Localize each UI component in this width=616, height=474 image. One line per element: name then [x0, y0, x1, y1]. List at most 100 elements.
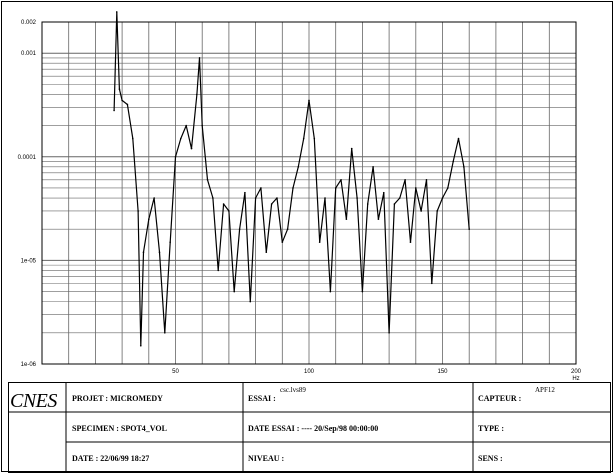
psd-data-point: [217, 269, 220, 272]
capteur-value: APF12: [535, 386, 555, 394]
psd-data-point: [174, 155, 177, 158]
psd-data-point: [436, 210, 438, 212]
psd-data-point: [468, 228, 471, 231]
psd-data-point: [340, 178, 342, 181]
psd-data-point: [153, 197, 155, 199]
psd-data-point: [281, 241, 284, 243]
axes: [41, 21, 577, 365]
psd-data-point: [118, 88, 121, 90]
psd-data-point: [249, 300, 252, 303]
psd-data-point: [169, 241, 171, 243]
cnes-logo: CNES: [10, 390, 57, 412]
psd-data-point: [198, 57, 201, 59]
psd-data-point: [126, 103, 129, 106]
psd-data-point: [206, 178, 209, 181]
psd-data-point: [260, 187, 262, 189]
psd-data-point: [180, 137, 182, 140]
psd-data-point: [313, 137, 316, 140]
x-tick-label: 50: [172, 369, 179, 375]
psd-data-point: [425, 178, 428, 181]
psd-data-point: [270, 203, 273, 205]
psd-data-point: [447, 187, 449, 189]
series-layer: [113, 11, 471, 347]
psd-data-point: [190, 147, 193, 150]
plot-area: [41, 21, 577, 365]
psd-data-point: [404, 178, 406, 181]
psd-data-point: [286, 228, 289, 231]
psd-data-point: [113, 109, 115, 112]
x-tick-label: 200: [571, 369, 582, 375]
date-label: DATE : 22/06/99 18:27: [72, 454, 150, 463]
psd-data-point: [158, 251, 161, 253]
psd-data-point: [350, 147, 353, 150]
psd-data-point: [164, 332, 166, 334]
specimen-label: SPECIMEN : SPOT4_VOL: [72, 424, 167, 433]
psd-data-point: [345, 218, 348, 220]
psd-data-point: [431, 282, 433, 285]
psd-data-point: [382, 191, 385, 194]
niveau-label: NIVEAU :: [248, 454, 285, 463]
title-block: CNES PROJET : MICROMEDY SPECIMEN : SPOT4…: [8, 382, 616, 474]
psd-data-point: [334, 187, 337, 189]
sens-label: SENS :: [478, 454, 503, 463]
psd-data-point: [393, 203, 396, 205]
x-tick-label: 150: [437, 369, 448, 375]
y-tick-label: 0.0001: [18, 155, 37, 161]
projet-label: PROJET : MICROMEDY: [72, 394, 163, 403]
y-tick-label: 0.001: [21, 51, 37, 57]
psd-data-point: [457, 137, 460, 140]
psd-data-point: [196, 93, 198, 96]
date-essai-label: DATE ESSAI : ---- 20/Sep/98 00:00:00: [248, 424, 379, 433]
psd-data-point: [254, 197, 257, 199]
psd-data-point: [409, 241, 412, 243]
psd-data-point: [329, 290, 332, 293]
psd-data-point: [441, 197, 444, 199]
psd-data-point: [142, 251, 145, 253]
essai-value: csc.lvs89: [280, 386, 306, 394]
psd-data-point: [228, 210, 230, 212]
y-tick-label: 0.002: [21, 20, 37, 26]
psd-data-point: [139, 344, 142, 347]
grid: [41, 21, 577, 365]
psd-data-point: [318, 241, 321, 243]
psd-data-point: [148, 218, 150, 220]
psd-data-point: [115, 11, 118, 13]
psd-data-point: [302, 137, 305, 140]
psd-data-point: [137, 210, 139, 212]
psd-data-point: [121, 99, 123, 102]
title-block-lines: [8, 382, 611, 473]
psd-data-point: [420, 210, 422, 212]
psd-data-point: [212, 197, 214, 199]
type-label: TYPE :: [478, 424, 504, 433]
psd-data-point: [185, 124, 187, 127]
psd-data-point: [361, 290, 364, 293]
psd-data-point: [297, 166, 300, 168]
psd-data-point: [201, 124, 203, 127]
psd-data-point: [233, 290, 236, 293]
essai-label: ESSAI :: [248, 394, 276, 403]
psd-data-point: [372, 166, 374, 168]
x-unit-label: Hz: [572, 376, 579, 382]
psd-data-point: [377, 218, 380, 220]
psd-data-point: [452, 160, 454, 163]
psd-data-point: [366, 203, 369, 205]
psd-data-point: [398, 197, 401, 199]
psd-data-point: [265, 251, 268, 253]
psd-data-point: [238, 228, 241, 231]
psd-data-point: [308, 99, 310, 102]
capteur-label: CAPTEUR :: [478, 394, 522, 403]
y-tick-label: 1e-05: [21, 258, 37, 264]
psd-data-point: [356, 197, 358, 199]
x-tick-label: 100: [304, 369, 315, 375]
psd-data-point: [415, 187, 417, 189]
psd-data-point: [463, 166, 465, 168]
psd-data-point: [276, 197, 278, 199]
psd-data-point: [131, 137, 134, 140]
psd-data-point: [292, 187, 294, 189]
psd-data-point: [244, 191, 246, 194]
psd-data-point: [324, 197, 326, 199]
psd-data-point: [388, 332, 390, 334]
